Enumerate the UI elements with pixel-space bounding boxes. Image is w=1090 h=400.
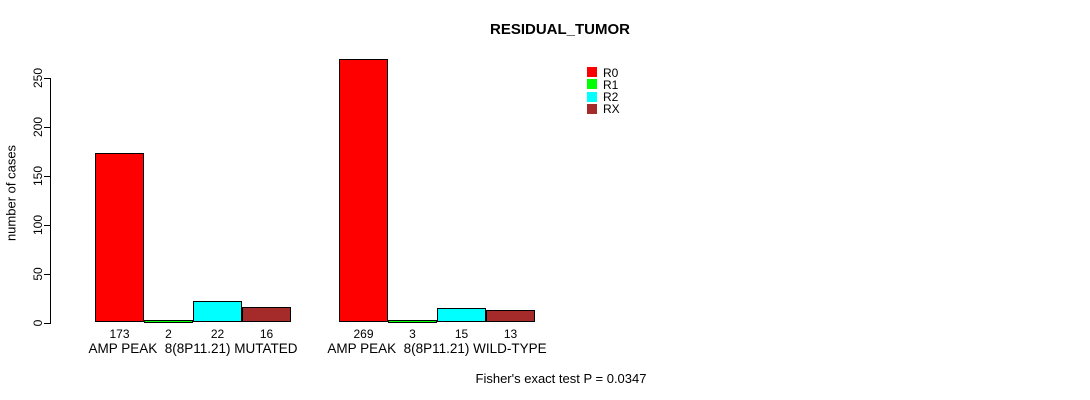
bar-r0 (339, 59, 388, 323)
bar-value-label: 2 (165, 327, 172, 341)
y-axis-tick (44, 126, 50, 128)
bar-r2 (437, 307, 486, 323)
bar-value-label: 269 (353, 327, 374, 341)
legend-label-r1: R1 (603, 77, 619, 92)
y-axis-tick (44, 322, 50, 324)
chart-title: RESIDUAL_TUMOR (489, 21, 631, 38)
bar-r1 (388, 319, 437, 323)
category-label: AMP PEAK 8(8P11.21) MUTATED (88, 341, 298, 356)
bar-r1 (144, 319, 193, 323)
fisher-test-annotation: Fisher's exact test P = 0.0347 (475, 371, 647, 386)
bar-value-label: 15 (454, 327, 469, 341)
y-axis-tick-label: 100 (31, 214, 45, 235)
legend-swatch-r2 (587, 91, 597, 102)
bar-value-label: 22 (210, 327, 225, 341)
y-axis-tick (44, 78, 50, 79)
bar-value-label: 173 (109, 327, 130, 341)
y-axis-tick-label: 150 (31, 165, 45, 186)
legend-swatch-r0 (587, 67, 597, 77)
y-axis-tick-label: 250 (31, 67, 45, 89)
legend-swatch-rx (587, 103, 597, 114)
bar-value-label: 16 (259, 327, 274, 341)
bar-rx (242, 306, 291, 323)
bar-r0 (95, 153, 144, 323)
bar-value-label: 3 (409, 327, 416, 341)
y-axis-tick-label: 0 (31, 319, 45, 326)
y-axis-label: number of cases (3, 144, 19, 242)
y-axis-line (50, 78, 51, 324)
bar-rx (486, 309, 535, 323)
legend-swatch-r1 (587, 79, 597, 90)
bar-r2 (193, 300, 242, 323)
y-axis-tick-label: 50 (31, 266, 45, 281)
y-axis-tick (44, 175, 50, 177)
bar-value-label: 13 (503, 327, 518, 341)
category-label: AMP PEAK 8(8P11.21) WILD-TYPE (327, 341, 547, 356)
y-axis-tick-label: 200 (31, 116, 45, 137)
y-axis-tick (44, 273, 50, 275)
y-axis-tick (44, 224, 50, 226)
legend-label-rx: RX (603, 102, 620, 117)
legend-label-r2: R2 (603, 90, 619, 105)
legend-label-r0: R0 (603, 65, 619, 80)
